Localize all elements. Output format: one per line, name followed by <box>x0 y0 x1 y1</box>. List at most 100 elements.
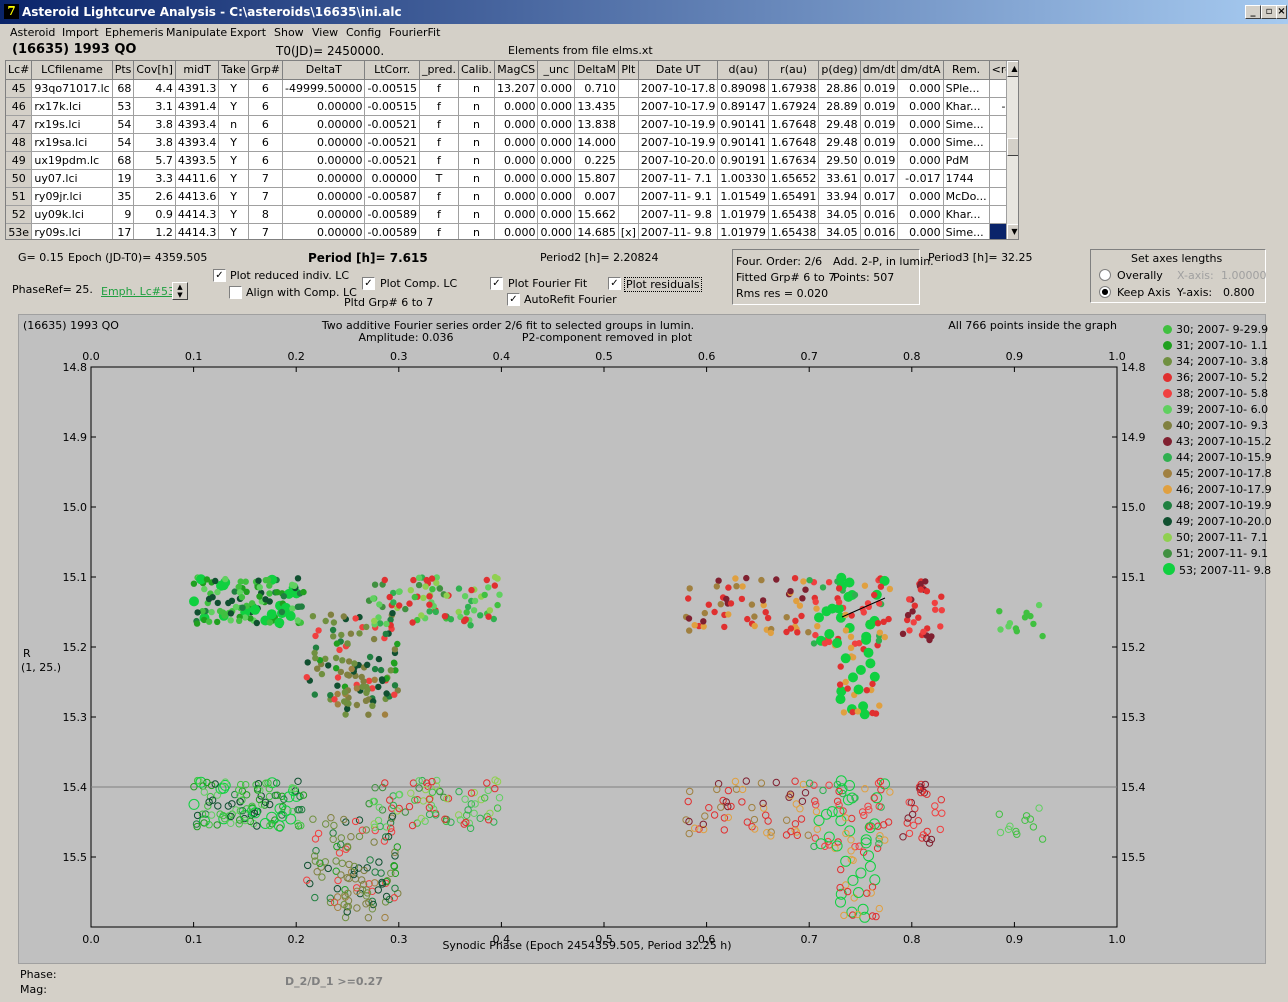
overally-radio[interactable] <box>1099 269 1111 281</box>
column-header[interactable]: Grp# <box>248 61 284 80</box>
table-cell[interactable]: 28.86 <box>818 79 861 98</box>
table-cell[interactable]: 2007-10-17.8 <box>638 79 719 98</box>
table-cell[interactable]: f <box>419 97 459 116</box>
table-cell[interactable]: 0.00000 <box>282 169 366 188</box>
table-cell[interactable]: 6 <box>248 97 284 116</box>
table-cell[interactable]: 0.000 <box>897 79 944 98</box>
table-cell[interactable]: 0.000 <box>897 151 944 170</box>
table-cell[interactable]: 0.000 <box>897 205 944 224</box>
table-cell[interactable]: uy09k.lci <box>31 205 113 224</box>
table-row[interactable]: 53e ry09s.lci 17 1.2 4414.3 Y 7 0.00000 -0.00589… <box>6 223 1018 239</box>
table-cell[interactable]: 4393.4 <box>175 133 220 152</box>
column-header[interactable]: midT <box>175 61 220 80</box>
table-cell[interactable]: -0.00521 <box>364 151 420 170</box>
table-cell[interactable]: 0.00000 <box>282 205 366 224</box>
table-cell[interactable]: 19 <box>112 169 135 188</box>
xaxis-value[interactable]: 1.00000 <box>1221 269 1267 282</box>
table-cell[interactable]: Y <box>218 205 249 224</box>
table-cell[interactable]: 0.016 <box>860 223 899 239</box>
table-cell[interactable]: f <box>419 151 459 170</box>
table-cell[interactable]: 1.65438 <box>768 223 820 239</box>
table-cell[interactable]: 1.67924 <box>768 97 820 116</box>
table-cell[interactable]: -0.00521 <box>364 133 420 152</box>
table-cell[interactable]: 47 <box>6 115 33 134</box>
table-cell[interactable]: -0.00589 <box>364 223 420 239</box>
column-header[interactable]: LCfilename <box>31 61 113 80</box>
table-cell[interactable]: 1.67648 <box>768 133 820 152</box>
table-cell[interactable]: 3.3 <box>133 169 176 188</box>
table-cell[interactable]: 0.017 <box>860 187 899 206</box>
table-row[interactable]: 52 uy09k.lci 9 0.9 4414.3 Y 8 0.00000 -0.00589 f n… <box>6 205 1018 224</box>
table-cell[interactable]: 4414.3 <box>175 223 220 239</box>
table-cell[interactable]: 13.207 <box>494 79 539 98</box>
table-cell[interactable]: SPle... <box>943 79 990 98</box>
close-button[interactable]: × <box>1276 5 1287 19</box>
table-cell[interactable]: 8 <box>248 205 284 224</box>
table-cell[interactable]: f <box>419 133 459 152</box>
scroll-up-icon[interactable]: ▲ <box>1007 61 1018 77</box>
table-row[interactable]: 48 rx19sa.lci 54 3.8 4393.4 Y 6 0.00000 -0.00521… <box>6 133 1018 152</box>
table-cell[interactable]: 0.000 <box>537 151 575 170</box>
table-cell[interactable]: 4393.4 <box>175 115 220 134</box>
table-cell[interactable]: 0.000 <box>537 133 575 152</box>
table-cell[interactable]: 15.662 <box>574 205 619 224</box>
table-cell[interactable]: 0.89098 <box>717 79 769 98</box>
table-cell[interactable]: 0.710 <box>574 79 619 98</box>
table-cell[interactable]: n <box>458 205 495 224</box>
table-cell[interactable] <box>618 205 639 224</box>
table-cell[interactable]: 0.007 <box>574 187 619 206</box>
table-cell[interactable] <box>618 151 639 170</box>
table-cell[interactable]: uy07.lci <box>31 169 113 188</box>
table-cell[interactable]: n <box>458 187 495 206</box>
table-cell[interactable]: 0.000 <box>537 97 575 116</box>
table-cell[interactable]: 54 <box>112 115 135 134</box>
table-cell[interactable]: 0.00000 <box>282 223 366 239</box>
table-row[interactable]: 47 rx19s.lci 54 3.8 4393.4 n 6 0.00000 -0.00521 f… <box>6 115 1018 134</box>
table-cell[interactable]: 0.90141 <box>717 115 769 134</box>
table-cell[interactable]: ry09jr.lci <box>31 187 113 206</box>
table-cell[interactable]: 13.838 <box>574 115 619 134</box>
scroll-down-icon[interactable]: ▼ <box>1007 224 1018 239</box>
table-cell[interactable]: -0.00521 <box>364 115 420 134</box>
table-cell[interactable]: 0.000 <box>897 133 944 152</box>
table-cell[interactable]: f <box>419 187 459 206</box>
table-cell[interactable]: 2007-11- 9.8 <box>638 205 719 224</box>
table-cell[interactable] <box>618 187 639 206</box>
plot-residuals-checkbox[interactable]: ✓ <box>608 277 621 290</box>
table-cell[interactable]: Y <box>218 79 249 98</box>
table-cell[interactable]: Khar... <box>943 205 990 224</box>
table-cell[interactable]: 0.000 <box>494 187 539 206</box>
table-cell[interactable]: 29.50 <box>818 151 861 170</box>
table-cell[interactable]: 14.685 <box>574 223 619 239</box>
column-header[interactable]: p(deg) <box>818 61 861 80</box>
menu-import[interactable]: Import <box>62 26 99 39</box>
menu-view[interactable]: View <box>312 26 339 39</box>
menu-asteroid[interactable]: Asteroid <box>10 26 56 39</box>
table-cell[interactable]: -0.017 <box>897 169 944 188</box>
table-row[interactable]: 46 rx17k.lci 53 3.1 4391.4 Y 6 0.00000 -0.00515 f… <box>6 97 1018 116</box>
table-cell[interactable]: 2007-11- 9.8 <box>638 223 719 239</box>
table-cell[interactable]: 0.225 <box>574 151 619 170</box>
table-cell[interactable]: 46 <box>6 97 33 116</box>
column-header[interactable]: Rem. <box>943 61 990 80</box>
table-cell[interactable]: 0.000 <box>537 187 575 206</box>
plot-reduced-checkbox[interactable]: ✓ <box>213 269 226 282</box>
table-cell[interactable] <box>618 115 639 134</box>
emph-lc-label[interactable]: Emph. Lc#53: <box>101 285 179 298</box>
column-header[interactable]: _unc <box>537 61 575 80</box>
table-cell[interactable]: 0.9 <box>133 205 176 224</box>
table-cell[interactable]: 29.48 <box>818 133 861 152</box>
table-cell[interactable]: 0.000 <box>897 97 944 116</box>
table-cell[interactable]: Y <box>218 169 249 188</box>
table-cell[interactable]: 0.000 <box>494 115 539 134</box>
table-cell[interactable]: 0.00000 <box>282 97 366 116</box>
table-cell[interactable]: [x] <box>618 223 639 239</box>
table-cell[interactable]: 3.1 <box>133 97 176 116</box>
table-cell[interactable]: 33.94 <box>818 187 861 206</box>
table-cell[interactable]: 0.000 <box>494 97 539 116</box>
table-cell[interactable]: n <box>458 97 495 116</box>
table-cell[interactable]: Y <box>218 151 249 170</box>
table-cell[interactable]: -0.00589 <box>364 205 420 224</box>
table-row[interactable]: 51 ry09jr.lci 35 2.6 4413.6 Y 7 0.00000 -0.00587… <box>6 187 1018 206</box>
table-cell[interactable]: 0.000 <box>537 223 575 239</box>
